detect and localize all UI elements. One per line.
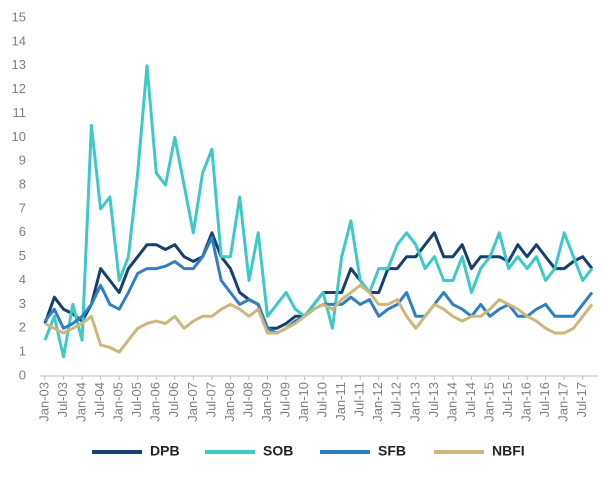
x-tick-label: Jan-15 [481, 382, 496, 422]
x-tick-label: Jul-13 [426, 382, 441, 417]
series-line [43, 236, 594, 335]
series-line [43, 64, 594, 359]
y-tick-label: 9 [19, 153, 26, 168]
x-tick-label: Jan-05 [111, 382, 126, 422]
x-tick-label: Jan-06 [148, 382, 163, 422]
series-line [44, 283, 594, 354]
x-tick-label: Jul-05 [129, 382, 144, 417]
x-tick-label: Jul-15 [500, 382, 515, 417]
x-tick-label: Jan-12 [370, 382, 385, 422]
x-tick-label: Jul-12 [389, 382, 404, 417]
x-tick-label: Jan-16 [519, 382, 534, 422]
y-tick-label: 7 [19, 200, 26, 215]
y-tick-label: 2 [19, 320, 26, 335]
x-tick-label: Jul-03 [55, 382, 70, 417]
y-tick-label: 13 [12, 57, 26, 72]
x-tick-label: Jan-04 [74, 382, 89, 422]
x-tick-label: Jan-10 [296, 382, 311, 422]
y-tick-label: 1 [19, 344, 26, 359]
y-tick-label: 12 [12, 81, 26, 96]
x-tick-label: Jan-03 [36, 382, 51, 422]
y-tick-label: 10 [12, 129, 26, 144]
x-tick-label: Jul-17 [574, 382, 589, 417]
x-tick-label: Jul-08 [240, 382, 255, 417]
x-tick-label: Jul-10 [315, 382, 330, 417]
x-tick-label: Jul-06 [166, 382, 181, 417]
x-tick-label: Jul-16 [537, 382, 552, 417]
y-tick-label: 4 [19, 272, 26, 287]
y-tick-label: 15 [12, 9, 26, 24]
x-tick-label: Jan-09 [259, 382, 274, 422]
y-tick-label: 14 [12, 33, 26, 48]
y-tick-label: 11 [13, 105, 27, 120]
legend-label: DPB [150, 443, 180, 459]
legend-label: SOB [263, 443, 293, 459]
y-tick-label: 0 [19, 367, 26, 382]
x-tick-label: Jan-07 [185, 382, 200, 422]
y-tick-label: 5 [19, 248, 26, 263]
x-tick-label: Jan-14 [444, 382, 459, 422]
x-tick-label: Jan-08 [222, 382, 237, 422]
y-tick-label: 6 [19, 224, 26, 239]
x-tick-label: Jul-11 [352, 382, 367, 416]
x-tick-label: Jan-13 [407, 382, 422, 422]
y-tick-label: 8 [19, 177, 26, 192]
legend-label: NBFI [492, 443, 525, 459]
x-tick-label: Jul-09 [277, 382, 292, 417]
x-tick-label: Jul-04 [92, 382, 107, 417]
series-line [43, 231, 594, 330]
legend-label: SFB [378, 443, 406, 459]
x-tick-label: Jan-17 [556, 382, 571, 422]
x-tick-label: Jul-07 [203, 382, 218, 417]
x-tick-label: Jan-11 [333, 382, 348, 421]
y-tick-label: 3 [19, 296, 26, 311]
x-tick-label: Jul-14 [463, 382, 478, 417]
